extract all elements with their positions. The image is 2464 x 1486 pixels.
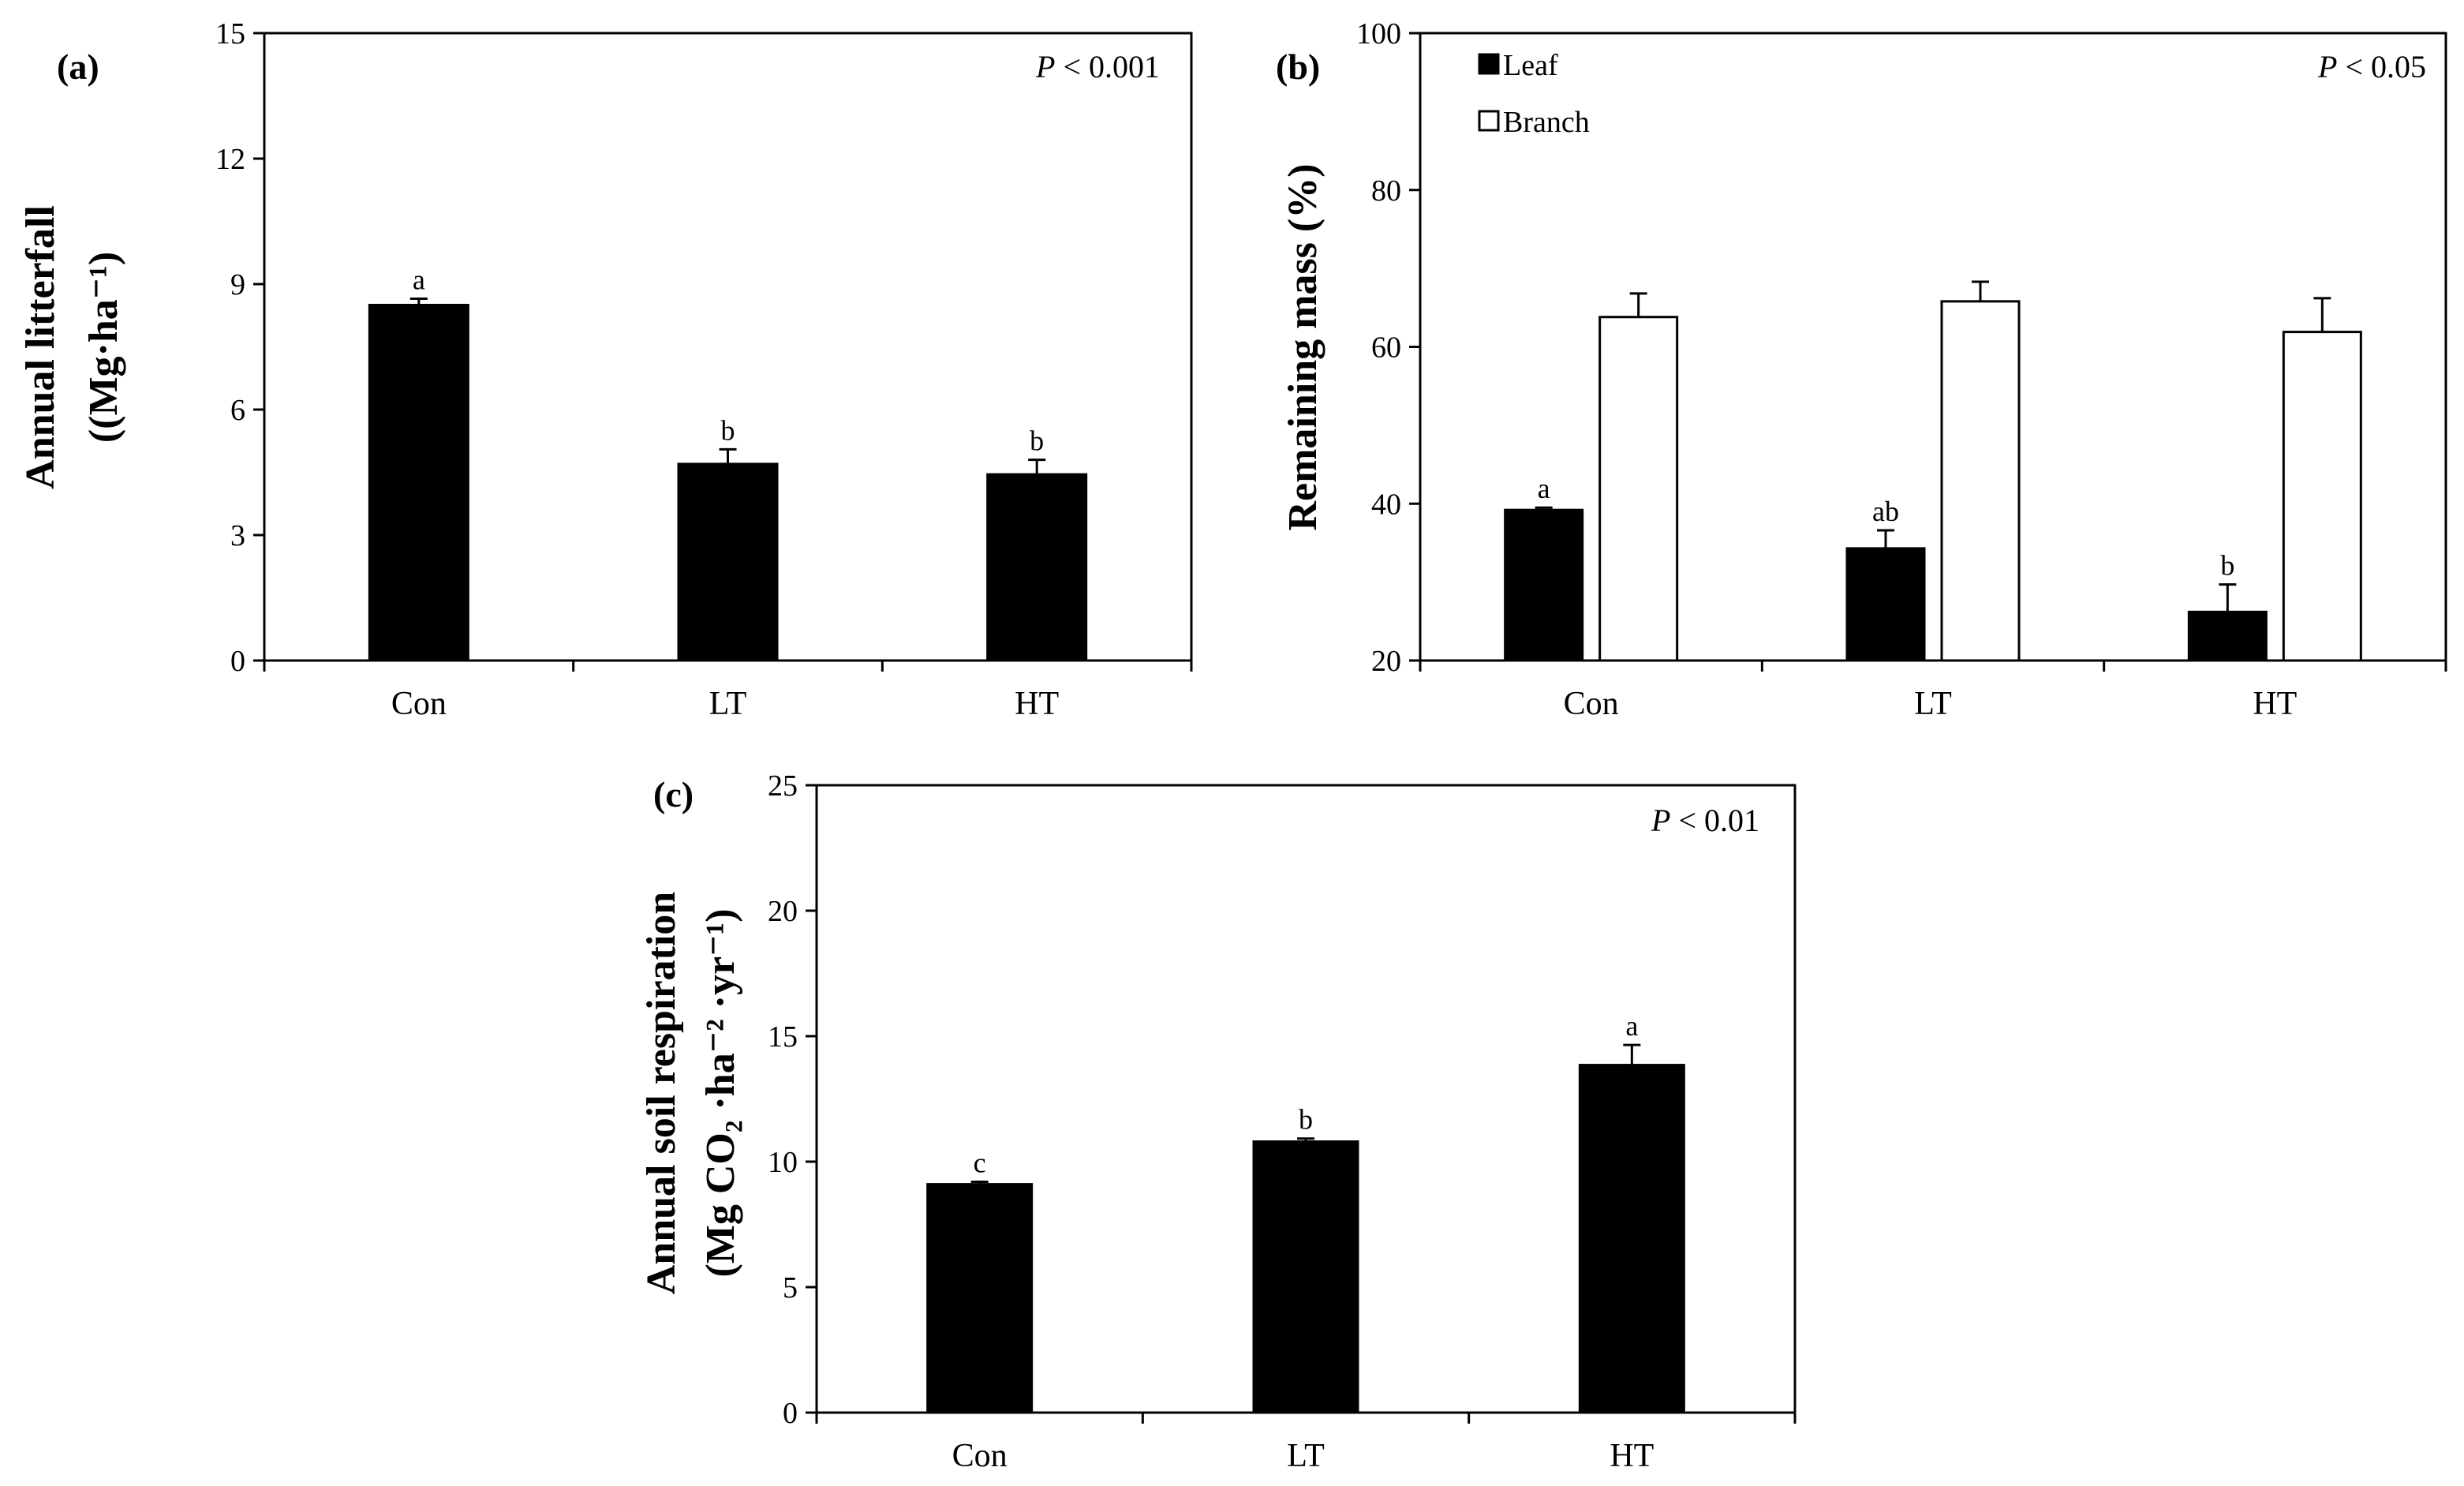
significance-letter: b [721,414,735,446]
panel-label: (a) [57,47,99,87]
x-category-label: HT [1015,686,1059,722]
y-tick-label: 0 [230,645,245,678]
p-value-text: P < 0.001 [1035,49,1160,84]
y-tick-label: 3 [230,519,245,552]
x-category-label: HT [1610,1438,1654,1474]
bar-annual-litterfall [368,304,469,662]
panel-label: (b) [1276,47,1320,87]
y-axis-label: Remaining mass (%) [1281,163,1325,530]
x-category-label: HT [2253,686,2297,722]
p-value-text: P < 0.01 [1651,803,1759,838]
panel-b: 20 40 60 80 100 Con LT HT a ab b (b) P < 0.05 Remaini… [1276,17,2447,722]
legend-swatch [1478,53,1500,75]
bar-annual-soil-respiration [1578,1064,1685,1414]
significance-letter: a [413,264,425,296]
y-tick-label: 80 [1371,174,1401,208]
x-category-label: LT [1914,686,1951,722]
bar-annual-soil-respiration [926,1183,1034,1414]
x-category-label: LT [709,686,746,722]
significance-letter: a [1538,473,1550,504]
bar-branch [2282,331,2362,662]
y-tick-label: 20 [1371,645,1401,678]
y-tick-label: 9 [230,268,245,301]
y-tick-label: 10 [768,1146,798,1179]
bar-annual-soil-respiration [1252,1140,1359,1414]
y-axis-label: Annual soil respiration [639,892,684,1295]
significance-letter: b [1030,425,1044,457]
y-tick-label: 25 [768,769,798,803]
panel-a: 0 3 6 9 12 15 Con LT HT a b b (a) P < 0.001 Annual lit… [18,17,1193,722]
p-value-text: P < 0.05 [2317,49,2426,84]
panel-c: 0 5 10 15 20 25 Con LT HT c b a (c) P < 0.01 Annual so… [639,769,1797,1474]
significance-letter: b [1299,1104,1313,1136]
bar-leaf [2187,610,2268,662]
y-axis-label: (Mg CO₂ ·ha⁻² ·yr⁻¹) [698,908,743,1277]
y-tick-label: 5 [783,1271,798,1304]
y-tick-label: 40 [1371,488,1401,521]
x-category-label: LT [1287,1438,1324,1474]
bar-annual-litterfall [986,473,1088,662]
significance-letter: a [1625,1010,1638,1042]
bar-annual-litterfall [677,462,779,662]
y-axis-label: ((Mg·ha⁻¹) [81,252,126,443]
y-tick-label: 100 [1356,17,1401,51]
significance-letter: ab [1872,496,1899,527]
legend-label: Branch [1503,106,1590,139]
y-tick-label: 0 [783,1397,798,1430]
y-tick-label: 60 [1371,331,1401,365]
bar-leaf [1845,547,1926,662]
x-category-label: Con [1564,686,1619,722]
bar-branch [1940,300,2021,662]
x-category-label: Con [391,686,447,722]
bar-leaf [1504,508,1584,662]
y-tick-label: 20 [768,895,798,928]
y-tick-label: 15 [768,1020,798,1054]
legend-swatch [1478,110,1500,132]
y-axis-label: Annual litterfall [18,205,63,489]
legend-label: Leaf [1503,49,1558,82]
y-tick-label: 12 [215,143,245,176]
bar-branch [1598,316,1679,662]
panel-label: (c) [653,774,694,814]
y-tick-label: 15 [215,17,245,51]
y-tick-label: 6 [230,394,245,427]
significance-letter: c [974,1147,986,1178]
x-category-label: Con [952,1438,1008,1474]
significance-letter: b [2220,550,2234,582]
